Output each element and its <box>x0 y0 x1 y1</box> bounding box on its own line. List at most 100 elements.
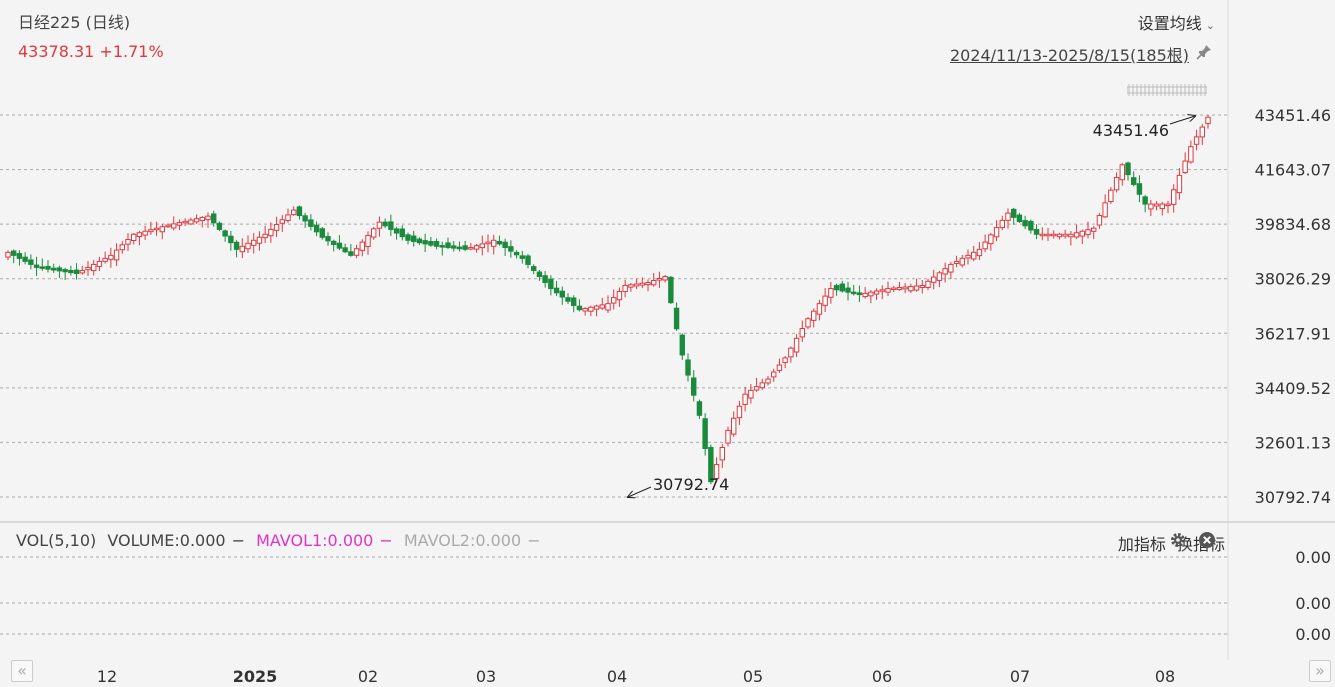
scroll-left-button[interactable]: « <box>11 660 33 682</box>
y-tick-label: 30792.74 <box>1255 488 1331 507</box>
candle-body <box>1125 162 1131 176</box>
candle-body <box>273 224 280 231</box>
candle-body <box>1073 232 1080 238</box>
y-tick-label: 34409.52 <box>1255 379 1331 398</box>
candle-body <box>1193 136 1200 145</box>
candle-body <box>536 271 543 277</box>
candle-body <box>245 242 251 250</box>
candle-body <box>759 382 765 389</box>
volume-legend: VOL(5,10) VOLUME:0.000− MAVOL1:0.000− MA… <box>16 531 547 550</box>
x-tick-label: 08 <box>1155 667 1175 686</box>
candle-body <box>445 242 451 249</box>
candle-body <box>542 275 548 284</box>
candle-body <box>925 280 931 289</box>
y-tick-label: 41643.07 <box>1255 161 1331 180</box>
candle-body <box>371 228 377 238</box>
candle-body <box>822 295 828 306</box>
y-tick-label: 39834.68 <box>1255 215 1331 234</box>
candle-body <box>1113 177 1120 191</box>
range-slider-handle[interactable] <box>1127 84 1207 96</box>
candle-body <box>611 297 617 304</box>
mavol1-dash: − <box>379 531 393 550</box>
candle-body <box>999 219 1005 229</box>
candles <box>5 114 1211 485</box>
candle-body <box>302 215 308 222</box>
candle-body <box>651 280 657 286</box>
candle-body <box>268 228 274 237</box>
candle-body <box>656 278 663 281</box>
candle-body <box>793 337 800 353</box>
candle-body <box>451 245 457 249</box>
candle-body <box>748 389 754 399</box>
volume-y-tick: 0.00 <box>1295 594 1331 613</box>
candle-body <box>1131 177 1137 185</box>
candle-body <box>708 446 714 483</box>
candle-body <box>51 267 57 271</box>
x-tick-label: 06 <box>872 667 892 686</box>
candle-body <box>153 227 160 231</box>
candle-body <box>296 206 303 217</box>
vol-indicator-name: VOL(5,10) <box>16 531 97 550</box>
gear-icon[interactable] <box>1169 531 1187 549</box>
candle-body <box>5 251 11 258</box>
pin-icon[interactable] <box>1196 44 1212 60</box>
candle-body <box>879 289 885 292</box>
candle-body <box>1062 233 1068 237</box>
candle-body <box>891 287 897 291</box>
candle-body <box>896 287 903 291</box>
candle-body <box>525 255 531 265</box>
candle-body <box>382 221 388 227</box>
candle-body <box>336 242 343 249</box>
candle-body <box>485 241 491 245</box>
min-annotation: 30792.74 <box>653 475 729 494</box>
candle-body <box>216 222 223 230</box>
candle-body <box>622 285 628 292</box>
candle-body <box>113 249 120 261</box>
candle-body <box>742 393 748 405</box>
mavol2-value: MAVOL2:0.000 <box>403 531 522 550</box>
candle-body <box>788 347 794 358</box>
x-tick-label: 02 <box>358 667 378 686</box>
candle-body <box>125 239 131 245</box>
candle-body <box>359 241 365 251</box>
candle-body <box>251 239 257 246</box>
candle-body <box>919 285 925 288</box>
candle-body <box>416 238 423 244</box>
scroll-right-button[interactable]: » <box>1309 660 1331 682</box>
candle-body <box>319 228 325 238</box>
candle-body <box>165 224 171 228</box>
candle-body <box>108 254 114 260</box>
candle-body <box>39 266 45 269</box>
candle-body <box>1176 174 1183 194</box>
add-indicator-button[interactable]: 加指标 <box>1117 535 1166 554</box>
y-axis-labels: 43451.46 41643.07 39834.68 38026.29 36217.91… <box>1255 106 1331 507</box>
candle-body <box>199 216 205 222</box>
candle-body <box>599 304 605 309</box>
candle-body <box>159 226 165 233</box>
candle-body <box>136 232 143 238</box>
candle-body <box>73 269 80 274</box>
candle-body <box>571 297 577 306</box>
candle-body <box>22 256 28 262</box>
candle-body <box>885 288 891 293</box>
candle-body <box>331 240 337 246</box>
candle-body <box>388 221 394 230</box>
candle-body <box>633 283 640 287</box>
candle-body <box>1039 233 1045 237</box>
candle-body <box>1079 230 1085 237</box>
candle-body <box>531 266 537 271</box>
candle-body <box>662 275 668 281</box>
candle-body <box>365 234 371 248</box>
candle-body <box>171 223 177 229</box>
ma-setting-dropdown[interactable]: 设置均线 ⌄ <box>1138 10 1215 34</box>
candle-body <box>91 263 97 272</box>
candle-body <box>1102 202 1108 218</box>
candle-body <box>11 250 17 256</box>
candle-body <box>713 464 720 480</box>
candle-body <box>456 246 463 250</box>
candle-body <box>393 228 400 234</box>
candle-body <box>1051 233 1057 237</box>
close-icon[interactable] <box>1198 531 1216 549</box>
candle-body <box>696 401 703 416</box>
date-range-link[interactable]: 2024/11/13-2025/8/15(185根) <box>949 46 1189 65</box>
